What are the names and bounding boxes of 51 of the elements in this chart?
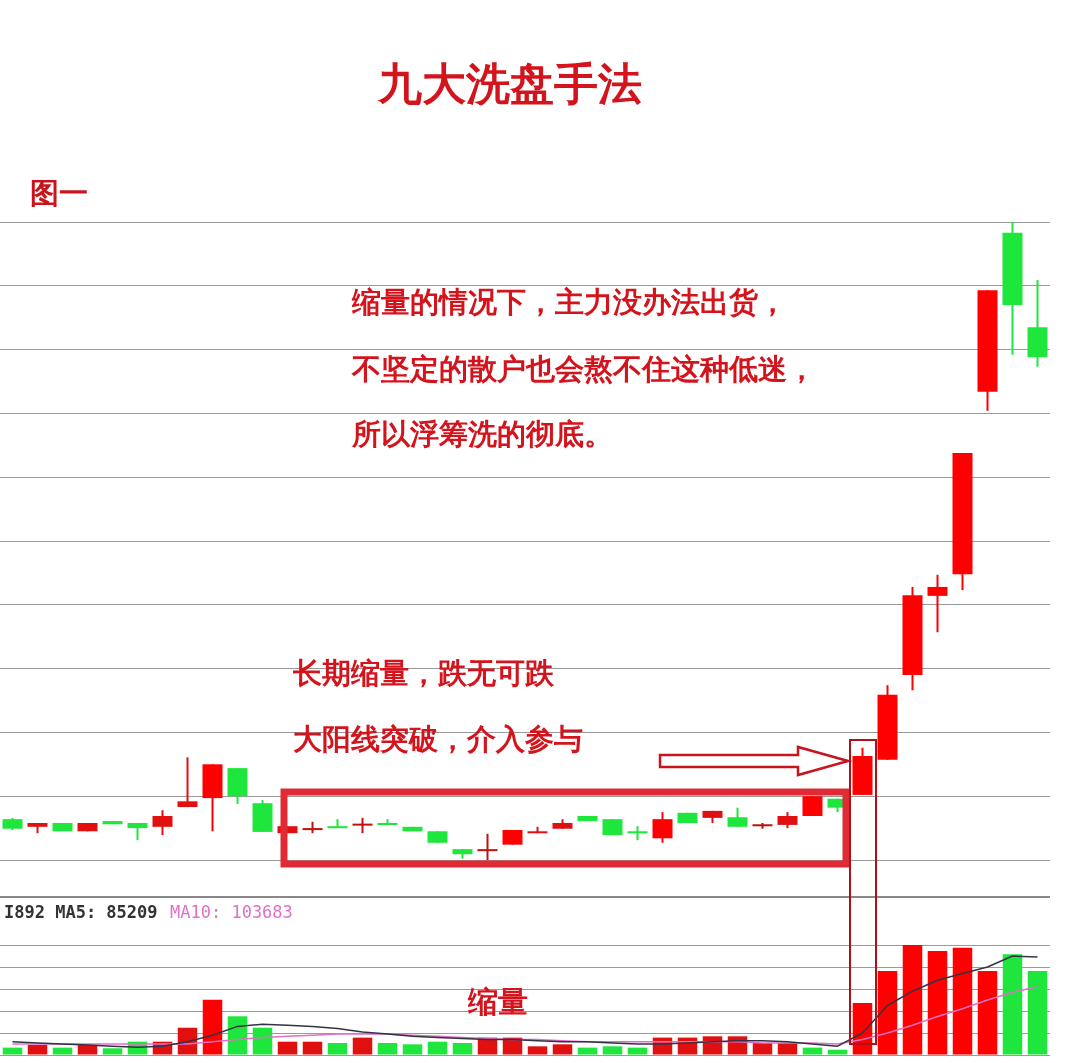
bar — [877, 970, 898, 1055]
bar — [502, 1037, 523, 1055]
bar — [427, 1041, 448, 1055]
annotation: 大阳线突破，介入参与 — [293, 721, 583, 758]
candlestick — [477, 832, 498, 861]
bar — [77, 1044, 98, 1055]
bar — [1002, 954, 1023, 1055]
bar — [552, 1044, 573, 1055]
annotation: 缩量 — [468, 983, 528, 1021]
text: MA10: 103683 — [170, 902, 293, 922]
bar — [802, 1047, 823, 1055]
bar — [27, 1044, 48, 1055]
bar — [577, 1047, 598, 1055]
bar — [102, 1048, 123, 1055]
bar — [602, 1046, 623, 1055]
bar — [377, 1043, 398, 1055]
annotation: 不坚定的散户也会熬不住这种低迷， — [352, 351, 816, 388]
bar — [902, 945, 923, 1055]
candlestick — [152, 809, 173, 837]
bar — [302, 1041, 323, 1055]
chart-subtitle: 图一 — [30, 175, 88, 212]
bar — [352, 1037, 373, 1055]
bar — [927, 951, 948, 1055]
bar — [327, 1043, 348, 1055]
candlestick — [927, 573, 948, 634]
bar — [627, 1047, 648, 1055]
bar — [752, 1043, 773, 1055]
bar — [827, 1049, 848, 1055]
candlestick — [327, 818, 348, 829]
bar — [452, 1043, 473, 1055]
bar — [2, 1047, 23, 1055]
annotation: 长期缩量，跌无可跌 — [293, 655, 554, 692]
bar — [227, 1016, 248, 1055]
bar — [202, 999, 223, 1055]
bar — [402, 1044, 423, 1055]
annotation: 所以浮筹洗的彻底。 — [352, 416, 613, 453]
bar — [777, 1043, 798, 1055]
annotation: 缩量的情况下，主力没办法出货， — [352, 284, 787, 321]
bar — [977, 970, 998, 1055]
candlestick — [652, 811, 673, 844]
text: I892 MA5: 85209 — [4, 902, 158, 922]
chart-title: 九大洗盘手法 — [376, 57, 643, 111]
bar — [1027, 970, 1048, 1055]
bar — [52, 1047, 73, 1055]
bar — [252, 1027, 273, 1055]
bar — [527, 1046, 548, 1055]
candlestick — [727, 806, 748, 828]
bar — [277, 1041, 298, 1055]
candlestick — [177, 756, 198, 809]
candlestick — [802, 795, 823, 817]
bar — [952, 947, 973, 1055]
